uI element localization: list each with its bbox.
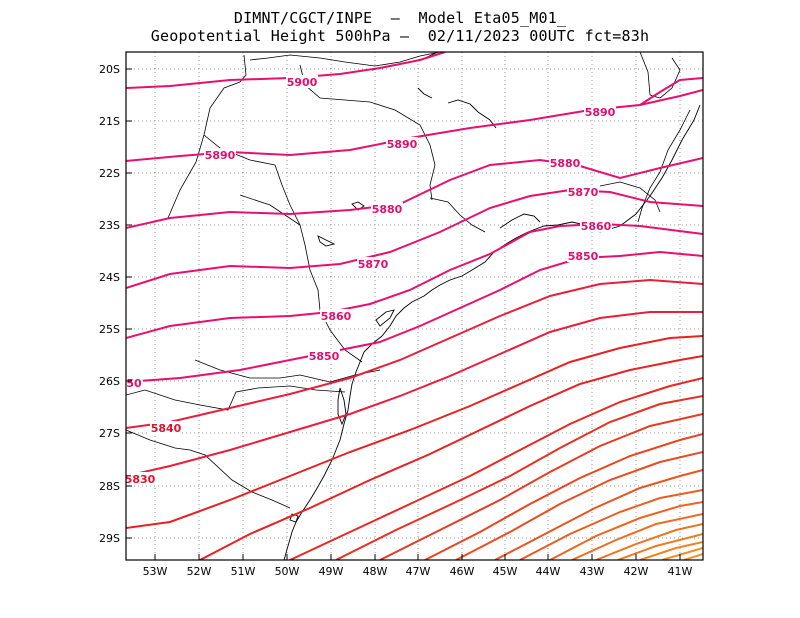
lat-ticks	[126, 68, 132, 539]
lon-ticks	[154, 554, 681, 560]
lat-label: 23S	[99, 219, 120, 232]
contour-5860	[126, 222, 703, 339]
contour-5870	[126, 188, 703, 289]
lat-label: 28S	[99, 480, 120, 493]
contour-label-bg	[549, 156, 581, 169]
contour-labels: 5900 5890 5890 5890 5880 5880 5870 5870 5860 5860…	[125, 75, 616, 486]
lat-label: 21S	[99, 115, 120, 128]
contour-5890b	[639, 77, 703, 106]
contour-label: 5830	[125, 473, 156, 486]
lon-label: 52W	[187, 565, 212, 578]
contour-5850	[126, 250, 703, 383]
contour-label-bg	[567, 185, 599, 198]
contour-label-bg	[580, 219, 612, 232]
contour-label: 5900	[287, 76, 318, 89]
lon-label: 48W	[363, 565, 388, 578]
contour-5840	[126, 278, 703, 429]
lat-label: 20S	[99, 63, 120, 76]
lat-label: 24S	[99, 271, 120, 284]
contour-label-bg	[320, 309, 352, 322]
contour-5880	[126, 157, 703, 229]
contour-label-bg	[286, 75, 318, 88]
lat-label: 27S	[99, 427, 120, 440]
lat-labels: 20S 21S 22S 23S 24S 25S 26S 27S 28S 29S	[99, 63, 120, 545]
contour-label: 5850	[309, 350, 340, 363]
lon-label: 42W	[624, 565, 649, 578]
contour-label: 5890	[205, 149, 236, 162]
contour-label: 50	[126, 377, 142, 390]
contour-label: 5860	[321, 310, 352, 323]
contour-label-bg	[204, 148, 236, 161]
lon-label: 43W	[580, 565, 605, 578]
contour-5900	[126, 52, 446, 89]
lat-label: 26S	[99, 375, 120, 388]
contour-label: 5880	[372, 203, 403, 216]
title-line-2: Geopotential Height 500hPa – 02/11/2023 …	[150, 27, 650, 45]
title-line-1: DIMNT/CGCT/INPE – Model Eta05_M01_	[233, 9, 567, 27]
lon-label: 45W	[493, 565, 518, 578]
lon-label: 47W	[406, 565, 431, 578]
contour-label-bg	[126, 376, 143, 389]
contour-label-bg	[126, 472, 156, 485]
lon-label: 41W	[668, 565, 693, 578]
height-contours	[126, 52, 703, 560]
lon-label: 50W	[275, 565, 300, 578]
lon-labels: 53W 52W 51W 50W 49W 48W 47W 46W 45W 44W …	[143, 565, 693, 578]
contour-label: 5870	[568, 186, 599, 199]
lat-lon-grid	[126, 52, 703, 560]
contour-label: 5840	[151, 422, 182, 435]
contour-label: 5880	[550, 157, 581, 170]
contour-label-bg	[357, 257, 389, 270]
lat-label: 25S	[99, 323, 120, 336]
lon-label: 49W	[319, 565, 344, 578]
contour-label: 5890	[387, 138, 418, 151]
contour-label-bg	[584, 105, 616, 118]
contour-label: 5890	[585, 106, 616, 119]
plot-frame	[125, 51, 704, 561]
contour-label-bg	[567, 249, 599, 262]
contour-label-bg	[386, 137, 418, 150]
lon-label: 53W	[143, 565, 168, 578]
contour-label: 5850	[568, 250, 599, 263]
lat-label: 29S	[99, 532, 120, 545]
lon-label: 44W	[536, 565, 561, 578]
lon-label: 51W	[231, 565, 256, 578]
contour-label-bg	[308, 349, 340, 362]
contour-label: 5860	[581, 220, 612, 233]
contour-5830	[126, 311, 703, 477]
contour-label: 5870	[358, 258, 389, 271]
lat-label: 22S	[99, 167, 120, 180]
contour-label-bg	[150, 421, 182, 434]
lon-label: 46W	[450, 565, 475, 578]
contour-label-bg	[371, 202, 403, 215]
state-borders	[126, 52, 691, 509]
